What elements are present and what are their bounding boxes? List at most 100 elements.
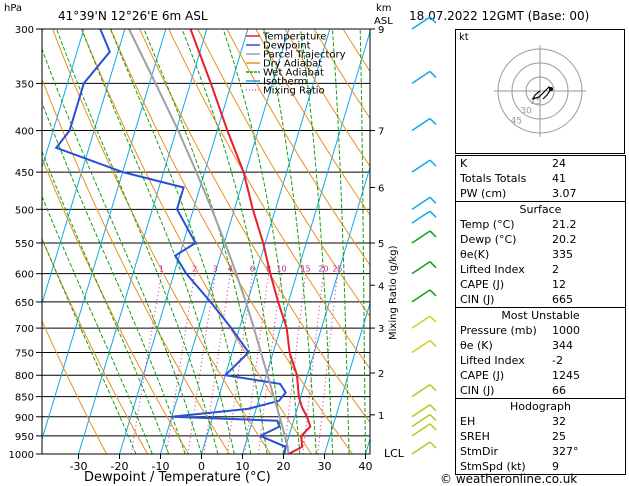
pressure-tick-label: 550 (15, 239, 34, 250)
wind-barb (429, 196, 437, 204)
temperature-tick-label: 0 (198, 460, 205, 473)
most-unstable-row-value: 1000 (552, 324, 580, 337)
mixing-ratio-label: 1 (159, 265, 164, 274)
wind-barb (429, 230, 437, 238)
wet-adiabat-line (81, 29, 235, 454)
plot-frame (41, 28, 371, 455)
dry-adiabat-line (226, 29, 370, 267)
mixing-ratio-label: 20 (318, 265, 328, 274)
hodograph-row: StmSpd (kt) 9 (456, 459, 625, 474)
km-tick-label: 1 (378, 411, 384, 422)
wind-barb (411, 423, 431, 437)
legend-label: Isotherm (263, 77, 307, 88)
km-tick-label: 5 (378, 239, 384, 250)
wind-barb (411, 210, 431, 224)
hodograph-row-label: SREH (460, 430, 490, 443)
isotherm-line (42, 29, 167, 441)
mixing-ratio-label: 3 (213, 265, 218, 274)
dry-adiabat-line (42, 319, 108, 454)
x-axis-title: Dewpoint / Temperature (°C) (84, 470, 271, 485)
wet-adiabat-line (263, 29, 317, 454)
mixing-ratio-line (283, 273, 307, 454)
mixing-ratio-line (257, 273, 282, 454)
units-label-asl: ASL (374, 16, 393, 27)
pressure-tick-label: 350 (15, 79, 34, 90)
surface-row-label: Temp (°C) (460, 218, 515, 231)
temperature-tick-label: -30 (70, 460, 88, 473)
most-unstable-row-value: 66 (552, 384, 566, 397)
wind-barb (429, 289, 437, 297)
surface-row: θe(K) 335 (456, 247, 625, 262)
mixing-ratio-label: 4 (228, 265, 233, 274)
index-row: PW (cm) 3.07 (456, 186, 625, 201)
pressure-tick-label: 500 (15, 205, 34, 216)
most-unstable-row-label: CIN (J) (460, 384, 495, 397)
dry-adiabat-line (139, 29, 370, 424)
mixing-ratio-line (130, 273, 162, 454)
hodograph-row-value: 32 (552, 415, 566, 428)
surface-row-value: 2 (552, 263, 559, 276)
surface-row-label: CIN (J) (460, 293, 495, 306)
temperature-tick-label: 40 (359, 460, 373, 473)
parcel-trajectory-profile (128, 29, 290, 454)
km-tick-label: 2 (378, 369, 384, 380)
units-label-km: km (376, 3, 392, 14)
most-unstable-row-value: 1245 (552, 369, 580, 382)
hodograph-trace (531, 86, 552, 101)
most-unstable-row: Pressure (mb) 1000 (456, 323, 625, 338)
most-unstable-row: CIN (J) 66 (456, 383, 625, 398)
km-tick-label: 9 (378, 25, 384, 36)
pressure-tick-label: 900 (15, 413, 34, 424)
lcl-label: LCL (384, 447, 404, 460)
mixing-ratio-axis-label: Mixing Ratio (g/kg) (388, 245, 399, 340)
surface-row-label: Dewp (°C) (460, 233, 517, 246)
wind-barb (411, 315, 431, 329)
mixing-ratio-label: 2 (192, 265, 197, 274)
wind-barb (411, 384, 431, 398)
temperature-tick-label: 20 (277, 460, 291, 473)
temperature-tick-label: -10 (152, 460, 170, 473)
hodograph-row-label: StmSpd (kt) (460, 460, 526, 473)
isotherm-line (119, 29, 249, 454)
surface-row: Dewp (°C) 20.2 (456, 232, 625, 247)
dry-adiabat-line (197, 29, 370, 318)
hodograph-point (549, 87, 553, 91)
wind-barb (429, 261, 437, 269)
pressure-tick-label: 750 (15, 348, 34, 359)
index-row-label: K (460, 157, 468, 170)
index-row: Totals Totals 41 (456, 171, 625, 186)
wet-adiabat-line (42, 47, 202, 454)
index-row-value: 3.07 (552, 187, 577, 200)
pressure-tick-label: 600 (15, 270, 34, 281)
dry-adiabat-line (110, 29, 354, 454)
mixing-ratio-line (203, 273, 231, 454)
surface-row-value: 21.2 (552, 218, 577, 231)
most-unstable-row: Lifted Index -2 (456, 353, 625, 368)
mixing-ratio-label: 6 (250, 265, 255, 274)
surface-row-value: 335 (552, 248, 573, 261)
wet-adiabat-line (56, 29, 219, 454)
wind-barb (429, 441, 437, 449)
pressure-tick-label: 450 (15, 168, 34, 179)
wind-barb (411, 196, 431, 210)
wind-barb (411, 70, 431, 85)
mixing-ratio-line (226, 273, 253, 454)
km-tick-label: 4 (378, 281, 384, 292)
dry-adiabat-line (168, 29, 370, 370)
index-row-label: PW (cm) (460, 187, 507, 200)
wind-barb (429, 384, 437, 392)
hodograph-row-label: EH (460, 415, 476, 428)
wet-adiabat-line (143, 29, 268, 454)
wind-barb (411, 117, 431, 132)
legend-label: Parcel Trajectory (263, 50, 346, 61)
hodograph-row-label: StmDir (460, 445, 499, 458)
wet-adiabat-line (300, 29, 334, 454)
surface-row: Temp (°C) 21.2 (456, 217, 625, 232)
wind-barb (429, 413, 437, 422)
indices-table: K 24 Totals Totals 41 PW (cm) 3.07 Surface Te… (455, 155, 626, 475)
most-unstable-row: CAPE (J) 1245 (456, 368, 625, 383)
legend-label: Dry Adiabat (263, 59, 322, 70)
surface-row-value: 20.2 (552, 233, 577, 246)
hodograph-ring-label: 45 (511, 116, 522, 126)
